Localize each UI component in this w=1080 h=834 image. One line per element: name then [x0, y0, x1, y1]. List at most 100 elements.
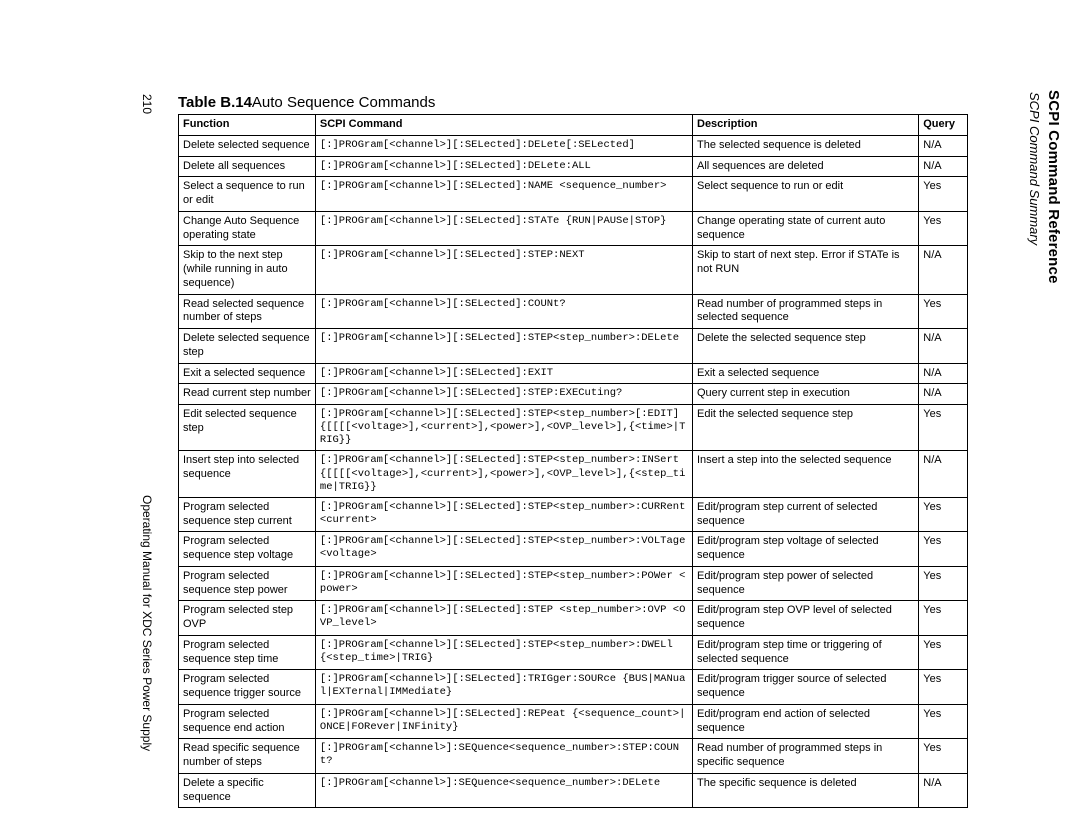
- header-query: Query: [919, 115, 968, 136]
- cell-function: Program selected sequence step voltage: [179, 532, 316, 567]
- cell-description: Edit/program end action of selected sequ…: [693, 704, 919, 739]
- cell-function: Skip to the next step (while running in …: [179, 246, 316, 294]
- table-row: Program selected sequence trigger source…: [179, 670, 968, 705]
- table-row: Change Auto Sequence operating state[:]P…: [179, 211, 968, 246]
- table-row: Read selected sequence number of steps[:…: [179, 294, 968, 329]
- cell-function: Read selected sequence number of steps: [179, 294, 316, 329]
- table-row: Program selected sequence step current[:…: [179, 497, 968, 532]
- cell-description: Edit the selected sequence step: [693, 405, 919, 451]
- table-row: Program selected sequence step time[:]PR…: [179, 635, 968, 670]
- cell-scpi: [:]PROGram[<channel>][:SELected]:STATe {…: [315, 211, 692, 246]
- table-row: Exit a selected sequence[:]PROGram[<chan…: [179, 363, 968, 384]
- cell-description: Edit/program step OVP level of selected …: [693, 601, 919, 636]
- cell-description: Select sequence to run or edit: [693, 177, 919, 212]
- cell-query: Yes: [919, 601, 968, 636]
- cell-function: Program selected sequence step time: [179, 635, 316, 670]
- cell-scpi: [:]PROGram[<channel>]:SEQuence<sequence_…: [315, 739, 692, 774]
- cell-function: Delete selected sequence: [179, 135, 316, 156]
- cell-query: Yes: [919, 739, 968, 774]
- cell-function: Delete selected sequence step: [179, 329, 316, 364]
- table-row: Delete selected sequence step[:]PROGram[…: [179, 329, 968, 364]
- cell-description: Query current step in execution: [693, 384, 919, 405]
- cell-scpi: [:]PROGram[<channel>][:SELected]:TRIGger…: [315, 670, 692, 705]
- page: SCPI Command Reference SCPI Command Summ…: [0, 0, 1080, 834]
- cell-query: Yes: [919, 532, 968, 567]
- cell-description: Edit/program step time or triggering of …: [693, 635, 919, 670]
- cell-scpi: [:]PROGram[<channel>][:SELected]:STEP:NE…: [315, 246, 692, 294]
- cell-description: All sequences are deleted: [693, 156, 919, 177]
- cell-scpi: [:]PROGram[<channel>][:SELected]:STEP<st…: [315, 451, 692, 497]
- cell-query: Yes: [919, 294, 968, 329]
- cell-description: Read number of programmed steps in selec…: [693, 294, 919, 329]
- cell-function: Delete a specific sequence: [179, 773, 316, 808]
- cell-scpi: [:]PROGram[<channel>][:SELected]:STEP:EX…: [315, 384, 692, 405]
- table-row: Edit selected sequence step[:]PROGram[<c…: [179, 405, 968, 451]
- cell-query: N/A: [919, 363, 968, 384]
- header-scpi-command: SCPI Command: [315, 115, 692, 136]
- cell-description: The specific sequence is deleted: [693, 773, 919, 808]
- table-row: Program selected sequence step voltage[:…: [179, 532, 968, 567]
- table-row: Insert step into selected sequence[:]PRO…: [179, 451, 968, 497]
- cell-function: Edit selected sequence step: [179, 405, 316, 451]
- cell-scpi: [:]PROGram[<channel>][:SELected]:STEP<st…: [315, 497, 692, 532]
- table-row: Program selected sequence step power[:]P…: [179, 566, 968, 601]
- cell-function: Insert step into selected sequence: [179, 451, 316, 497]
- manual-footer-label: Operating Manual for XDC Series Power Su…: [140, 495, 154, 751]
- table-row: Program selected sequence end action[:]P…: [179, 704, 968, 739]
- table-row: Skip to the next step (while running in …: [179, 246, 968, 294]
- cell-scpi: [:]PROGram[<channel>][:SELected]:COUNt?: [315, 294, 692, 329]
- cell-scpi: [:]PROGram[<channel>][:SELected]:DELete[…: [315, 135, 692, 156]
- cell-description: Edit/program step current of selected se…: [693, 497, 919, 532]
- cell-scpi: [:]PROGram[<channel>][:SELected]:STEP <s…: [315, 601, 692, 636]
- cell-function: Select a sequence to run or edit: [179, 177, 316, 212]
- cell-scpi: [:]PROGram[<channel>][:SELected]:STEP<st…: [315, 405, 692, 451]
- cell-scpi: [:]PROGram[<channel>][:SELected]:STEP<st…: [315, 635, 692, 670]
- table-row: Read current step number[:]PROGram[<chan…: [179, 384, 968, 405]
- cell-scpi: [:]PROGram[<channel>]:SEQuence<sequence_…: [315, 773, 692, 808]
- cell-function: Delete all sequences: [179, 156, 316, 177]
- cell-query: N/A: [919, 329, 968, 364]
- cell-scpi: [:]PROGram[<channel>][:SELected]:DELete:…: [315, 156, 692, 177]
- cell-function: Program selected sequence step current: [179, 497, 316, 532]
- cell-query: Yes: [919, 704, 968, 739]
- table-row: Delete all sequences[:]PROGram[<channel>…: [179, 156, 968, 177]
- cell-scpi: [:]PROGram[<channel>][:SELected]:REPeat …: [315, 704, 692, 739]
- cell-query: N/A: [919, 156, 968, 177]
- cell-description: Edit/program step voltage of selected se…: [693, 532, 919, 567]
- cell-query: N/A: [919, 246, 968, 294]
- cell-function: Program selected sequence trigger source: [179, 670, 316, 705]
- cell-query: Yes: [919, 566, 968, 601]
- cell-description: Delete the selected sequence step: [693, 329, 919, 364]
- table-row: Delete selected sequence[:]PROGram[<chan…: [179, 135, 968, 156]
- cell-query: N/A: [919, 773, 968, 808]
- cell-scpi: [:]PROGram[<channel>][:SELected]:STEP<st…: [315, 532, 692, 567]
- table-caption-label: Table B.14: [178, 94, 252, 111]
- table-body: Delete selected sequence[:]PROGram[<chan…: [179, 135, 968, 808]
- cell-function: Read current step number: [179, 384, 316, 405]
- header-function: Function: [179, 115, 316, 136]
- cell-function: Program selected sequence end action: [179, 704, 316, 739]
- table-row: Program selected step OVP[:]PROGram[<cha…: [179, 601, 968, 636]
- cell-scpi: [:]PROGram[<channel>][:SELected]:STEP<st…: [315, 566, 692, 601]
- cell-function: Change Auto Sequence operating state: [179, 211, 316, 246]
- cell-scpi: [:]PROGram[<channel>][:SELected]:EXIT: [315, 363, 692, 384]
- cell-scpi: [:]PROGram[<channel>][:SELected]:NAME <s…: [315, 177, 692, 212]
- cell-query: N/A: [919, 384, 968, 405]
- cell-query: Yes: [919, 405, 968, 451]
- cell-description: Read number of programmed steps in speci…: [693, 739, 919, 774]
- header-description: Description: [693, 115, 919, 136]
- cell-description: Exit a selected sequence: [693, 363, 919, 384]
- cell-query: Yes: [919, 497, 968, 532]
- cell-scpi: [:]PROGram[<channel>][:SELected]:STEP<st…: [315, 329, 692, 364]
- cell-function: Exit a selected sequence: [179, 363, 316, 384]
- table-row: Select a sequence to run or edit[:]PROGr…: [179, 177, 968, 212]
- table-caption-text: Auto Sequence Commands: [252, 94, 435, 111]
- table-header-row: Function SCPI Command Description Query: [179, 115, 968, 136]
- cell-description: The selected sequence is deleted: [693, 135, 919, 156]
- table-row: Read specific sequence number of steps[:…: [179, 739, 968, 774]
- cell-query: Yes: [919, 211, 968, 246]
- table-caption: Table B.14Auto Sequence Commands: [178, 94, 435, 111]
- cell-query: Yes: [919, 670, 968, 705]
- cell-description: Edit/program trigger source of selected …: [693, 670, 919, 705]
- table-row: Delete a specific sequence[:]PROGram[<ch…: [179, 773, 968, 808]
